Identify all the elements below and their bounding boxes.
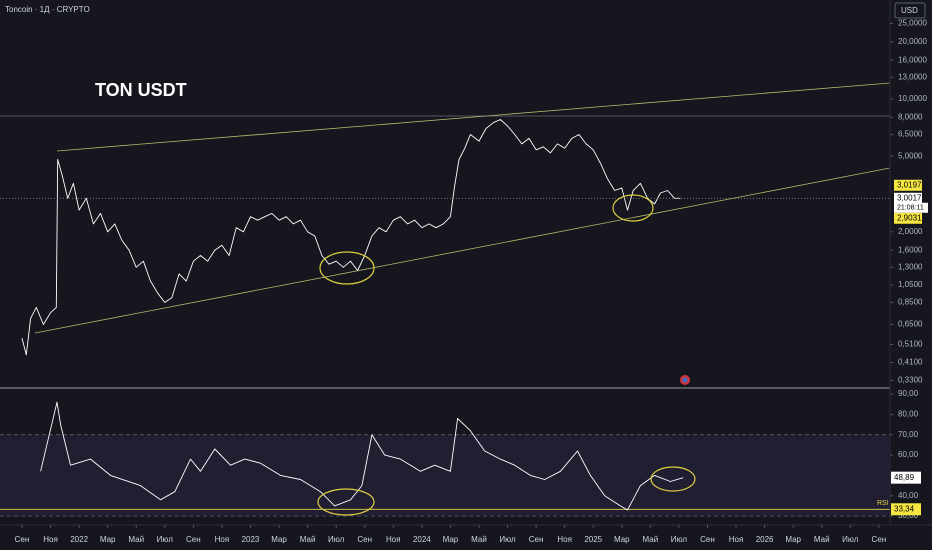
last-value-label: 48,89 bbox=[894, 473, 915, 482]
highlight-ellipse bbox=[650, 466, 696, 492]
rsi-band bbox=[0, 434, 890, 517]
y-tick-label: 10,0000 bbox=[898, 94, 927, 103]
trend-line bbox=[56, 82, 891, 152]
annotation-text: TON USDT bbox=[95, 80, 187, 100]
y-tick-label: 30,00 bbox=[898, 511, 919, 520]
x-tick-label: Сен bbox=[186, 535, 201, 544]
y-tick-label: 5,0000 bbox=[898, 151, 923, 160]
x-tick-label: Ноя bbox=[557, 535, 572, 544]
y-tick-label: 1,3000 bbox=[898, 262, 923, 271]
y-tick-label: 20,0000 bbox=[898, 37, 927, 46]
trend-line bbox=[34, 167, 891, 334]
x-tick-label: Май bbox=[814, 535, 830, 544]
rsi-label: RSI bbox=[877, 500, 889, 507]
y-tick-label: 8,0000 bbox=[898, 113, 923, 122]
y-tick-label: 40,00 bbox=[898, 491, 919, 500]
y-tick-label: 6,5000 bbox=[898, 130, 923, 139]
y-tick-label: 0,3300 bbox=[898, 376, 923, 385]
x-tick-label: Ноя bbox=[215, 535, 230, 544]
price-label: 3,0197 bbox=[897, 180, 922, 189]
x-tick-label: Мар bbox=[614, 535, 630, 544]
x-tick-label: 2022 bbox=[70, 535, 88, 544]
y-tick-label: 0,8500 bbox=[898, 297, 923, 306]
x-tick-label: Ноя bbox=[43, 535, 58, 544]
x-tick-label: Сен bbox=[15, 535, 30, 544]
x-tick-label: 2026 bbox=[756, 535, 774, 544]
y-tick-label: 1,6000 bbox=[898, 245, 923, 254]
last-value-box bbox=[891, 471, 921, 484]
currency-label: USD bbox=[901, 6, 918, 15]
y-tick-label: 16,0000 bbox=[898, 55, 927, 64]
price-label: 2,9031 bbox=[897, 213, 922, 222]
x-tick-label: Мар bbox=[100, 535, 116, 544]
x-tick-label: 2023 bbox=[242, 535, 260, 544]
series-line bbox=[21, 119, 681, 356]
y-tick-label: 0,6500 bbox=[898, 320, 923, 329]
countdown: 21:08:11 bbox=[897, 205, 924, 212]
price-label-box bbox=[894, 179, 922, 191]
x-tick-label: Май bbox=[128, 535, 144, 544]
x-tick-label: Май bbox=[471, 535, 487, 544]
symbol-title: Toncoin · 1Д · CRYPTO bbox=[5, 5, 90, 14]
x-tick-label: Июл bbox=[842, 535, 859, 544]
price-label: 3,0017 bbox=[897, 193, 922, 202]
y-tick-label: 25,0000 bbox=[898, 19, 927, 28]
highlight-ellipse bbox=[317, 488, 375, 516]
x-tick-label: Ноя bbox=[386, 535, 401, 544]
y-tick-label: 13,0000 bbox=[898, 72, 927, 81]
currency-button[interactable] bbox=[894, 2, 926, 19]
x-tick-label: Ноя bbox=[729, 535, 744, 544]
price-label-box bbox=[894, 212, 922, 224]
y-tick-label: 80,00 bbox=[898, 410, 919, 419]
level-box bbox=[891, 503, 921, 516]
x-tick-label: Мар bbox=[785, 535, 801, 544]
x-tick-label: Июл bbox=[157, 535, 174, 544]
level-label: 33,34 bbox=[894, 504, 915, 513]
y-tick-label: 2,0000 bbox=[898, 227, 923, 236]
x-tick-label: 2024 bbox=[413, 535, 431, 544]
price-label-box bbox=[894, 192, 922, 204]
series-line bbox=[40, 401, 684, 511]
x-tick-label: Май bbox=[300, 535, 316, 544]
x-tick-label: 2025 bbox=[584, 535, 602, 544]
x-tick-label: Июл bbox=[671, 535, 688, 544]
y-tick-label: 0,4100 bbox=[898, 358, 923, 367]
y-tick-label: 70,00 bbox=[898, 430, 919, 439]
countdown-box bbox=[894, 202, 928, 213]
y-tick-label: 0,5100 bbox=[898, 340, 923, 349]
highlight-ellipse bbox=[612, 194, 654, 222]
plot bbox=[0, 119, 890, 511]
x-tick-label: Мар bbox=[443, 535, 459, 544]
x-tick-label: Июл bbox=[499, 535, 516, 544]
x-tick-label: Сен bbox=[872, 535, 887, 544]
x-tick-label: Сен bbox=[529, 535, 544, 544]
axes: Сен Ноя 2022 Мар Май Июл Сен Ноя 2023 Мар Май Июл Се… bbox=[15, 19, 928, 544]
x-tick-label: Мар bbox=[271, 535, 287, 544]
y-tick-label: 60,00 bbox=[898, 450, 919, 459]
x-tick-label: Май bbox=[643, 535, 659, 544]
x-tick-label: Сен bbox=[700, 535, 715, 544]
rsi-pane bbox=[0, 434, 890, 517]
x-tick-label: Сен bbox=[357, 535, 372, 544]
y-tick-label: 1,0500 bbox=[898, 280, 923, 289]
y-tick-label: 90,00 bbox=[898, 389, 919, 398]
x-tick-label: Июл bbox=[328, 535, 345, 544]
highlight-ellipse bbox=[319, 251, 375, 285]
event-icon-core bbox=[682, 377, 688, 383]
